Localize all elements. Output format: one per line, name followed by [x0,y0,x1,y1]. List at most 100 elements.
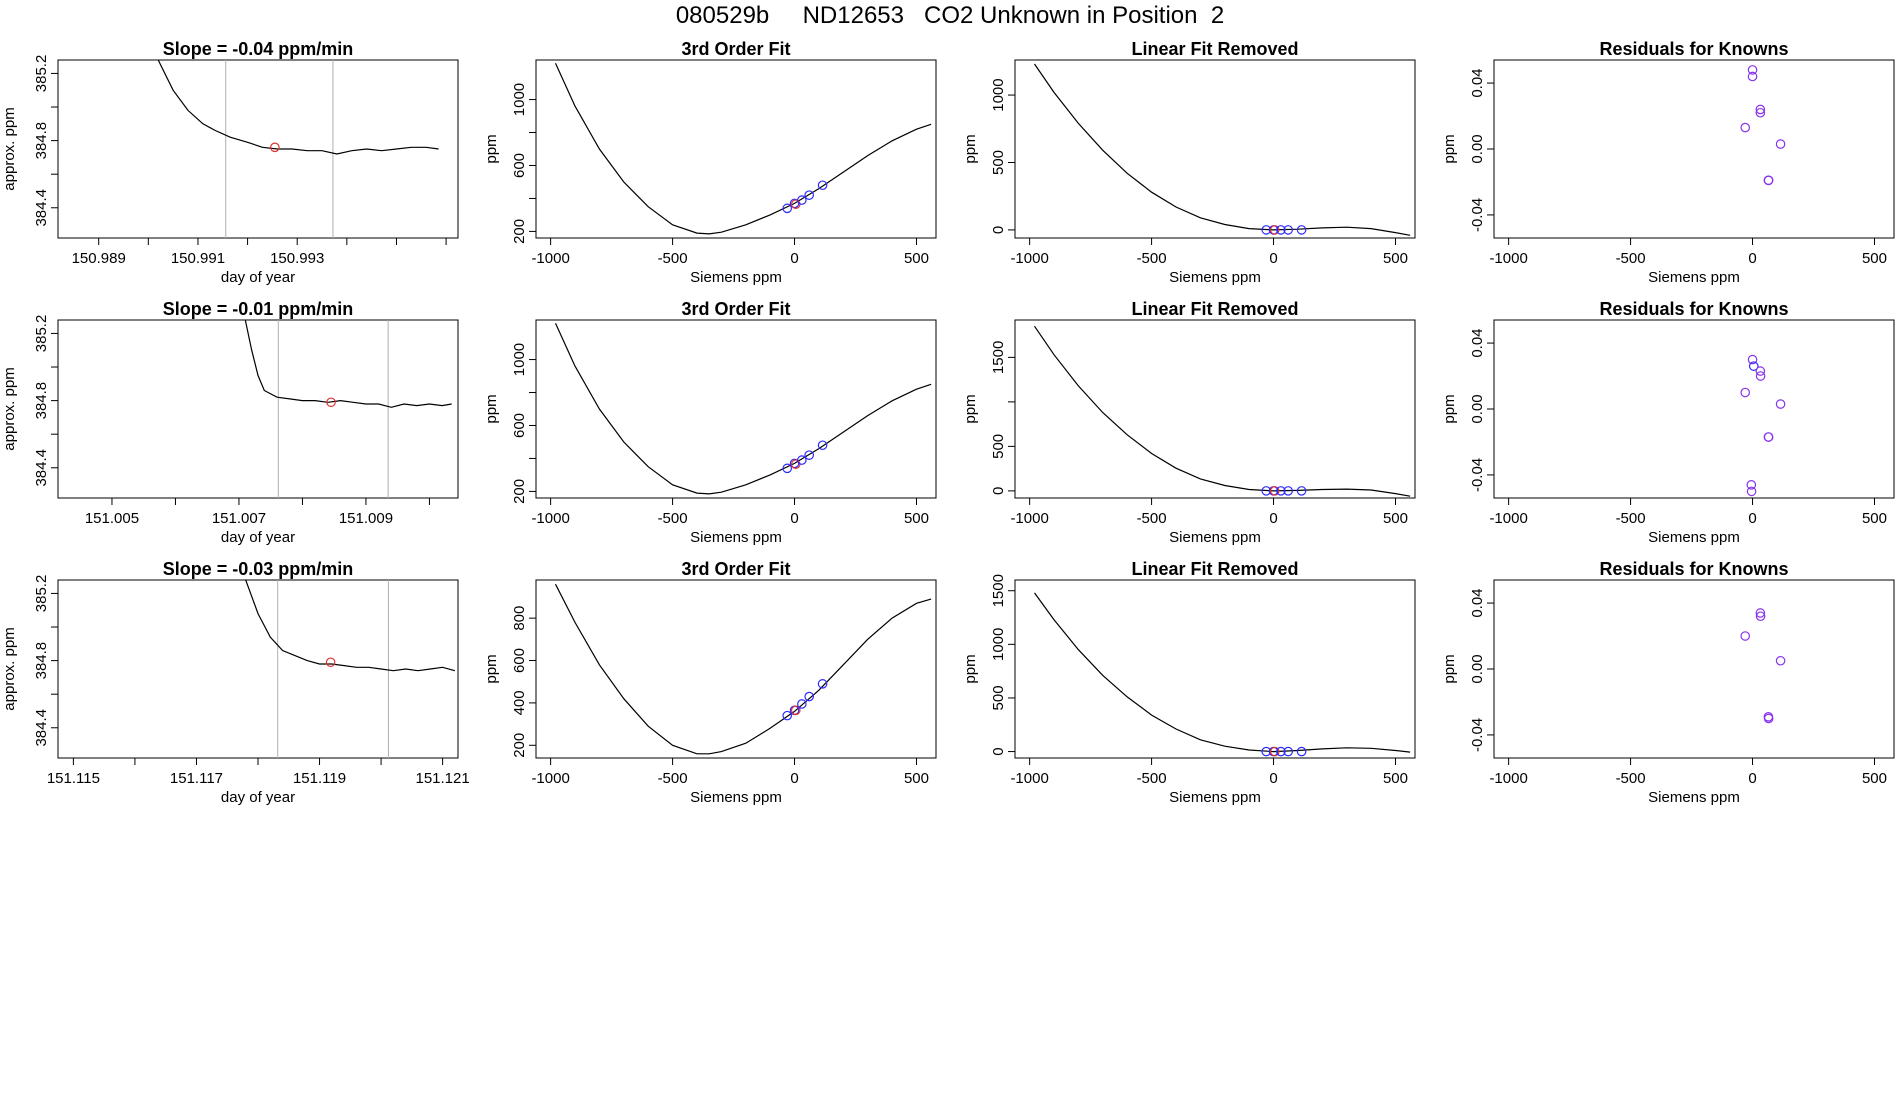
y-axis-label: ppm [962,394,979,423]
x-tick-label: 500 [1862,510,1887,527]
y-axis-label: ppm [962,654,979,683]
data-point [1276,486,1286,496]
data-point [1276,225,1286,235]
series-line [1034,325,1411,497]
plot-frame [1014,59,1416,239]
x-tick-label: 151.009 [339,510,393,527]
plot-frame [57,579,459,759]
data-point [804,190,814,200]
plot-area [1034,63,1411,236]
chart-panel-2-1: 3rd Order Fit -1000 -500 0 500 200 400 600 800 Si… [483,559,937,806]
x-tick-label: 0 [790,770,798,787]
x-axis-label: Siemens ppm [690,269,782,286]
plot-area [1740,354,1786,497]
data-point [270,142,280,153]
y-tick-label: -0.04 [1469,458,1486,492]
chart-panel-1-0: Slope = -0.01 ppm/min 151.005 151.007 151.0… [1,299,459,546]
plot-area [1034,325,1411,497]
plot-frame [535,59,937,239]
plot-frame [535,319,937,499]
x-tick-label: 500 [904,510,929,527]
data-point [325,657,336,668]
x-tick-label: 151.007 [212,510,266,527]
data-point [797,699,807,709]
x-tick-label: 151.119 [293,770,346,787]
y-tick-label: 200 [511,733,528,758]
y-tick-label: 500 [990,685,1007,710]
series-line [1034,592,1411,753]
x-tick-label: 500 [904,250,929,267]
x-tick-label: 0 [790,250,798,267]
y-tick-label: 1000 [511,83,528,116]
y-axis-label: ppm [962,134,979,163]
y-tick-label: 600 [511,153,528,178]
x-tick-label: 0 [1269,770,1277,787]
series-line [554,63,932,235]
x-tick-label: -500 [658,250,688,267]
x-tick-label: 151.115 [47,770,100,787]
x-axis-label: Siemens ppm [1169,529,1261,546]
y-axis-label: ppm [1441,134,1458,163]
y-axis-label: approx. ppm [1,627,18,710]
data-point [1755,608,1766,618]
panel-title: Residuals for Knowns [1599,39,1788,59]
x-tick-label: 150.989 [72,250,126,267]
panel-title: Linear Fit Removed [1131,559,1298,579]
plot-area [554,583,932,755]
data-point [1748,361,1759,371]
y-tick-label: 1000 [511,343,528,376]
data-point [1269,746,1280,757]
x-tick-label: -1000 [1489,770,1527,787]
y-tick-label: -0.04 [1469,198,1486,232]
x-axis-label: day of year [221,529,295,546]
plot-area [554,63,932,235]
data-point [1747,65,1758,75]
data-point [1746,486,1757,497]
x-tick-label: -500 [658,770,688,787]
plot-area [1740,65,1786,186]
data-point [782,710,793,721]
series-line [157,60,439,155]
plot-area [245,580,456,758]
y-tick-label: 0.04 [1469,588,1486,617]
y-tick-label: 0.00 [1469,134,1486,163]
x-tick-label: -1000 [1010,510,1048,527]
panel-title: Slope = -0.01 ppm/min [163,299,354,319]
plot-frame [1014,319,1416,499]
x-tick-label: -1000 [531,510,569,527]
data-point [1296,225,1307,235]
y-tick-label: 385.2 [33,575,50,613]
series-line [554,323,932,495]
x-tick-label: -500 [1137,250,1167,267]
y-axis-label: ppm [1441,394,1458,423]
chart-panel-1-2: Linear Fit Removed -1000 -500 0 500 0 500 1500 S… [962,299,1416,546]
series-line [245,580,456,672]
x-tick-label: -500 [1616,770,1646,787]
x-tick-label: 0 [1748,510,1756,527]
data-point [1740,631,1751,641]
panel-title: 3rd Order Fit [681,299,790,319]
x-tick-label: -1000 [1010,770,1048,787]
y-tick-label: 0.00 [1469,394,1486,423]
data-point [1296,486,1307,496]
y-tick-label: 384.4 [33,189,50,227]
y-tick-label: 0 [990,487,1007,495]
y-tick-label: 200 [511,479,528,504]
x-tick-label: 150.991 [171,250,225,267]
data-point [1740,122,1751,133]
plot-frame [1493,59,1895,239]
y-tick-label: 385.2 [33,315,50,353]
data-point [1755,366,1766,376]
y-tick-label: 500 [990,434,1007,459]
y-tick-label: 1000 [990,78,1007,111]
x-tick-label: 500 [1383,250,1408,267]
data-point [1755,107,1766,118]
data-point [1283,225,1293,235]
x-tick-label: -1000 [1489,250,1527,267]
chart-panel-2-2: Linear Fit Removed -1000 -500 0 500 0 500 1000 1… [962,559,1416,806]
x-tick-label: 0 [1748,250,1756,267]
data-point [1763,175,1774,186]
data-point [1269,225,1280,235]
y-tick-label: 800 [511,606,528,631]
